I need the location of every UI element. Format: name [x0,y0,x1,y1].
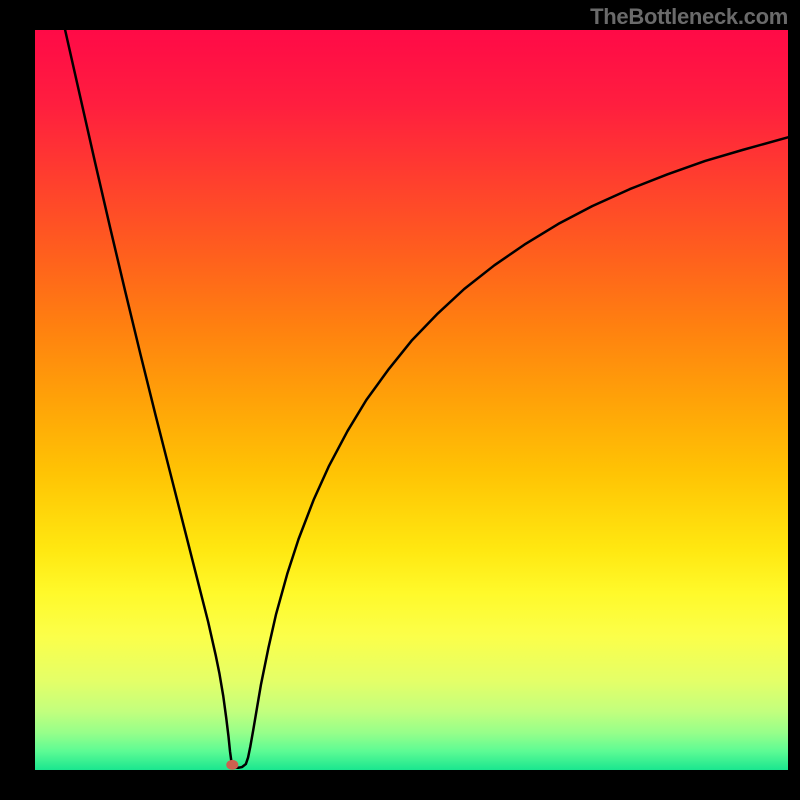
watermark-label: TheBottleneck.com [590,4,788,30]
bottleneck-chart [0,0,800,800]
plot-background [35,30,788,770]
optimum-marker [226,760,238,770]
chart-container: TheBottleneck.com [0,0,800,800]
